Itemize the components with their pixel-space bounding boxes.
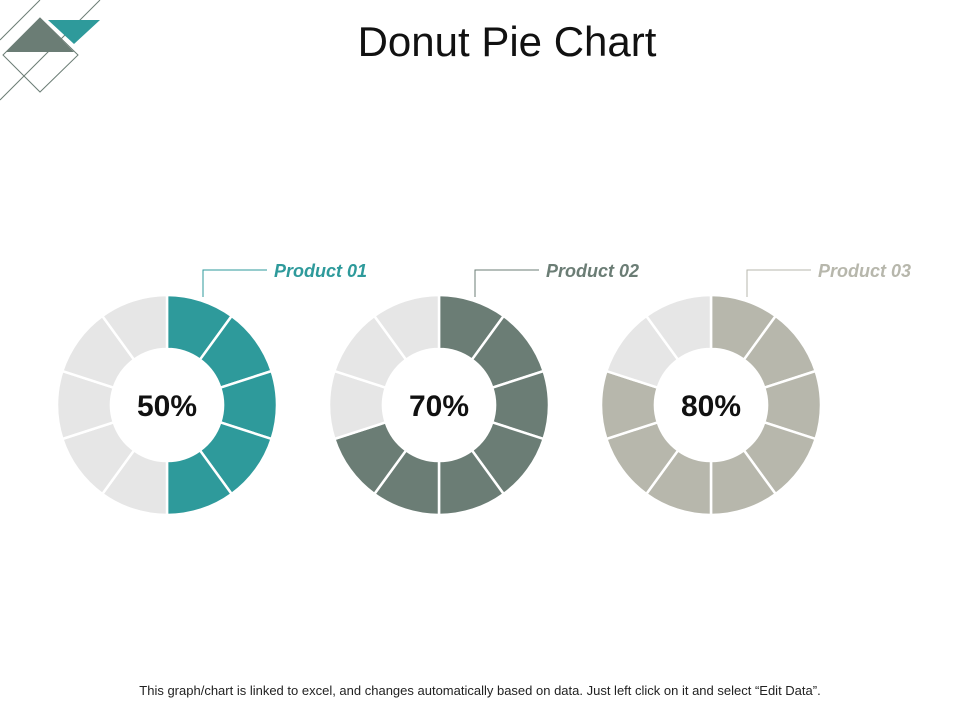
donut-value-label: 80% bbox=[681, 390, 741, 423]
page-title: Donut Pie Chart bbox=[357, 18, 657, 65]
donut-segment-empty bbox=[644, 293, 713, 362]
donut-value-label: 70% bbox=[409, 390, 469, 423]
callout-line bbox=[474, 269, 539, 297]
callout-line bbox=[746, 269, 811, 297]
donut-chart: 80% Product 03 bbox=[599, 261, 911, 517]
donut-segment-empty bbox=[100, 293, 169, 362]
corner-decoration bbox=[0, 0, 101, 101]
deco-outline-diamond bbox=[2, 17, 79, 93]
donut-chart: 50% Product 01 bbox=[55, 261, 367, 517]
donut-segment-empty bbox=[372, 293, 441, 362]
footnote: This graph/chart is linked to excel, and… bbox=[139, 683, 821, 698]
deco-line-2 bbox=[0, 0, 41, 41]
deco-teal-triangle bbox=[48, 20, 100, 44]
product-label: Product 02 bbox=[546, 261, 639, 281]
deco-gray-triangle bbox=[6, 18, 74, 52]
product-label: Product 03 bbox=[818, 261, 911, 281]
product-label: Product 01 bbox=[274, 261, 367, 281]
donut-chart: 70% Product 02 bbox=[327, 261, 639, 517]
callout-line bbox=[202, 269, 267, 297]
donut-value-label: 50% bbox=[137, 390, 197, 423]
